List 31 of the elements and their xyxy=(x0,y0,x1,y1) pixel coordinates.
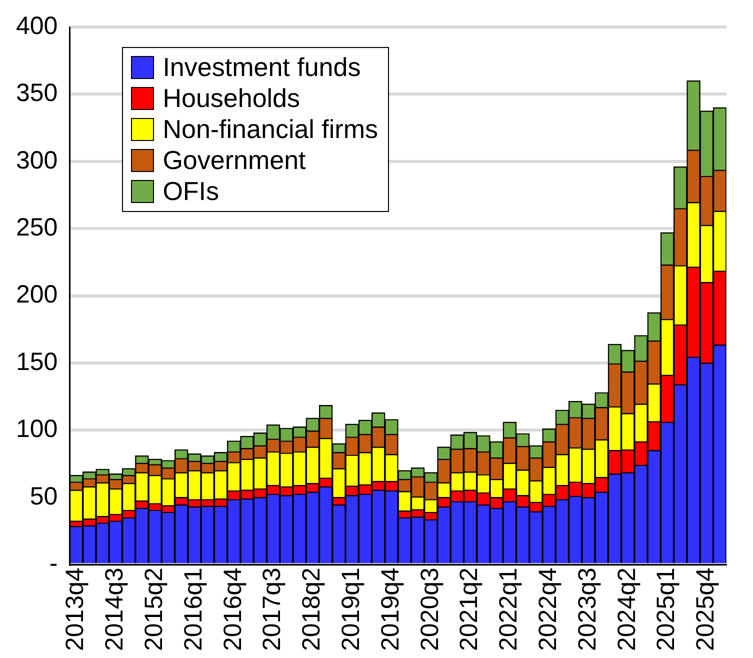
x-tick-label: 2024q2 xyxy=(612,568,641,652)
legend-label: Households xyxy=(162,83,300,114)
legend-label: Non-financial firms xyxy=(162,114,378,145)
x-tick-label: 2014q3 xyxy=(100,568,129,652)
x-tick-label: 2013q4 xyxy=(61,567,90,652)
x-tick-label: 2016q1 xyxy=(179,568,208,652)
x-tick-label: 2025q4 xyxy=(692,567,720,652)
x-tick-label: 2022q1 xyxy=(494,568,523,652)
x-tick-label: 2018q2 xyxy=(298,568,326,652)
x-tick-label: 2019q1 xyxy=(336,568,365,652)
x-tick-label: 2023q3 xyxy=(573,568,602,652)
x-tick-label: 2019q4 xyxy=(376,567,404,652)
y-tick-label: 400 xyxy=(16,12,58,40)
y-tick-label: 200 xyxy=(16,280,58,309)
legend-label: Investment funds xyxy=(162,52,361,83)
x-tick-label: 2025q1 xyxy=(652,568,680,652)
y-tick-label: - xyxy=(49,549,58,578)
legend-label: Government xyxy=(162,145,306,176)
y-tick-label: 100 xyxy=(16,415,58,444)
x-tick-label: 2017q3 xyxy=(258,568,286,652)
y-tick-label: 250 xyxy=(16,213,58,242)
y-tick-label: 150 xyxy=(16,348,58,376)
x-tick-label: 2022q4 xyxy=(534,567,562,652)
y-tick-label: 300 xyxy=(16,146,58,174)
x-tick-label: 2016q4 xyxy=(218,567,247,652)
x-tick-label: 2015q2 xyxy=(140,568,168,652)
y-tick-label: 50 xyxy=(30,482,58,510)
y-tick-label: 350 xyxy=(16,79,58,108)
x-tick-label: 2021q2 xyxy=(455,568,484,652)
legend-label: OFIs xyxy=(162,176,220,207)
x-tick-label: 2020q3 xyxy=(416,568,444,652)
